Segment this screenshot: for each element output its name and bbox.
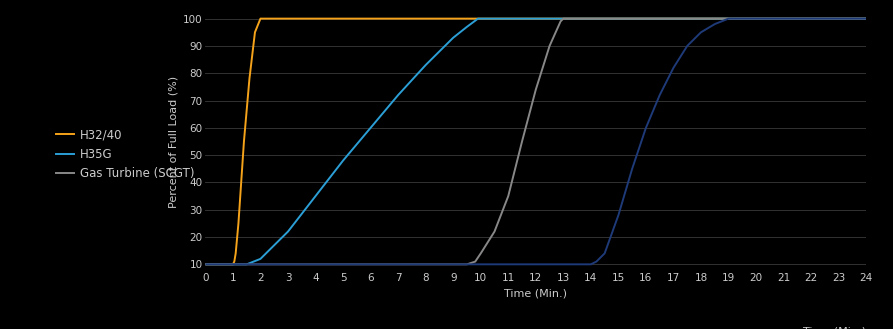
H35G — [241, 262, 252, 266]
Gas Turbine (SCGT) — [530, 88, 541, 91]
H35G — [475, 17, 486, 21]
Gas Turbine (SCGT) — [517, 139, 528, 143]
Text: Time (Min.): Time (Min.) — [803, 326, 866, 329]
H35G — [861, 17, 872, 21]
H32/40 — [861, 17, 872, 21]
H32/40 — [244, 77, 255, 81]
Line: Gas Turbine (SCGT): Gas Turbine (SCGT) — [205, 19, 866, 264]
Line: H35G: H35G — [205, 19, 866, 264]
H32/40 — [255, 17, 266, 21]
H35G — [365, 126, 376, 130]
Gas Turbine (SCGT) — [544, 44, 555, 48]
Gas Turbine (SCGT) — [475, 251, 486, 255]
Gas Turbine (SCGT) — [489, 230, 500, 234]
H35G — [472, 17, 483, 21]
H35G — [447, 36, 459, 40]
Gas Turbine (SCGT) — [462, 262, 472, 266]
H32/40 — [230, 251, 241, 255]
H35G — [255, 257, 266, 261]
H32/40 — [228, 262, 238, 266]
H32/40 — [233, 221, 244, 225]
Line: H32/40: H32/40 — [205, 19, 866, 264]
Gas Turbine (SCGT) — [200, 262, 211, 266]
H35G — [338, 159, 348, 163]
H32/40 — [229, 260, 239, 264]
H35G — [310, 194, 321, 198]
X-axis label: Time (Min.): Time (Min.) — [505, 288, 567, 298]
H35G — [393, 93, 404, 97]
H35G — [200, 262, 211, 266]
Gas Turbine (SCGT) — [470, 260, 480, 264]
H32/40 — [200, 262, 211, 266]
H32/40 — [250, 30, 261, 34]
H35G — [228, 262, 238, 266]
H35G — [421, 63, 431, 67]
Gas Turbine (SCGT) — [861, 17, 872, 21]
Legend: H32/40, H35G, Gas Turbine (SCGT): H32/40, H35G, Gas Turbine (SCGT) — [56, 128, 194, 180]
H32/40 — [238, 139, 249, 143]
Gas Turbine (SCGT) — [503, 194, 513, 198]
Gas Turbine (SCGT) — [555, 19, 566, 23]
H35G — [462, 25, 472, 29]
H35G — [282, 230, 293, 234]
Y-axis label: Percent of Full Load (%): Percent of Full Load (%) — [169, 75, 179, 208]
Gas Turbine (SCGT) — [558, 17, 569, 21]
